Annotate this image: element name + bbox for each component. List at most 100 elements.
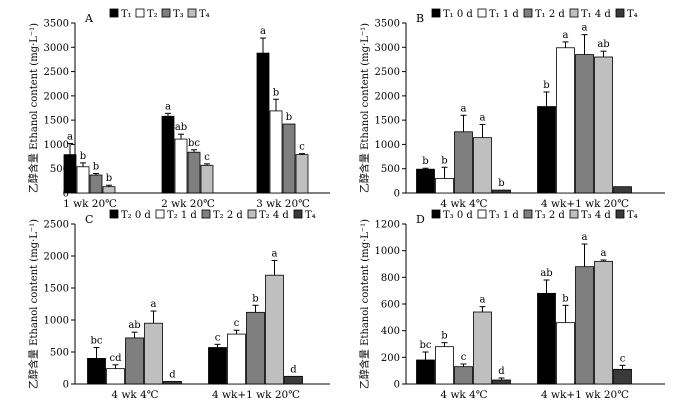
significance-label: d bbox=[169, 369, 176, 380]
significance-label: cd bbox=[109, 353, 122, 364]
significance-label: b bbox=[252, 293, 258, 304]
significance-label: a bbox=[582, 23, 588, 34]
legend-swatch bbox=[293, 209, 303, 219]
bar bbox=[76, 166, 90, 194]
significance-label: c bbox=[461, 352, 467, 363]
legend-swatch bbox=[477, 209, 487, 219]
significance-label: c bbox=[620, 353, 626, 364]
y-tick-label: 1000 bbox=[44, 316, 69, 327]
panel-letter: A bbox=[84, 12, 94, 25]
legend-label: T₄ bbox=[627, 210, 638, 221]
bar bbox=[613, 368, 632, 385]
y-tick-label: 500 bbox=[50, 164, 69, 175]
significance-label: d bbox=[498, 366, 505, 377]
panel-d: 0 200 400 600 800 1000 1200 乙醇含量 Ethanol conten… bbox=[358, 209, 665, 401]
x-category-label: 4 wk 4℃ bbox=[440, 389, 487, 401]
legend-swatch bbox=[431, 8, 441, 18]
y-tick-label: 3500 bbox=[375, 19, 400, 30]
significance-label: a bbox=[151, 299, 157, 310]
bar bbox=[87, 357, 106, 385]
bar bbox=[473, 311, 492, 385]
legend-swatch bbox=[477, 8, 487, 18]
y-tick-label: 3000 bbox=[44, 43, 69, 54]
legend-label: T₂ 0 d bbox=[121, 210, 151, 221]
legend-label: T₃ 4 d bbox=[581, 210, 611, 221]
y-axis-label: 乙醇含量 Ethanol content (mg·L⁻¹) bbox=[358, 23, 371, 193]
significance-label: b bbox=[441, 331, 447, 342]
significance-label: a bbox=[165, 101, 171, 112]
bar bbox=[492, 379, 511, 385]
legend-label: T₂ 1 d bbox=[167, 210, 197, 221]
significance-label: a bbox=[67, 131, 73, 142]
legend-label: T₄ bbox=[305, 210, 316, 221]
y-tick-label: 400 bbox=[381, 326, 400, 337]
legend-swatch bbox=[135, 8, 145, 18]
y-tick-label: 3000 bbox=[375, 43, 400, 54]
legend-swatch bbox=[155, 209, 165, 219]
x-category-label: 3 wk 20℃ bbox=[256, 198, 310, 210]
significance-label: b bbox=[562, 293, 568, 304]
significance-label: c bbox=[204, 152, 210, 163]
legend-swatch bbox=[187, 8, 197, 18]
bar bbox=[144, 322, 163, 385]
bar bbox=[594, 56, 613, 194]
bar bbox=[416, 359, 435, 385]
bar bbox=[295, 154, 309, 194]
panel-c: 0 500 1000 1500 2000 2500 乙醇含量 Ethanol content… bbox=[27, 209, 330, 401]
legend-swatch bbox=[431, 209, 441, 219]
significance-label: ab bbox=[540, 268, 552, 279]
legend-swatch bbox=[523, 209, 533, 219]
significance-label: b bbox=[441, 155, 447, 166]
legend-label: T₁ 2 d bbox=[535, 9, 565, 20]
y-axis-label: 乙醇含量 Ethanol content (mg·L⁻¹) bbox=[27, 219, 40, 389]
significance-label: a bbox=[480, 113, 486, 124]
y-tick-label: 1500 bbox=[44, 284, 69, 295]
panel-letter: C bbox=[85, 213, 93, 226]
significance-label: b bbox=[106, 173, 112, 184]
y-tick-label: 1000 bbox=[375, 140, 400, 151]
significance-label: bc bbox=[419, 340, 431, 351]
bar bbox=[556, 47, 575, 194]
panel-b: 0 500 1000 1500 2000 2500 3000 3500 乙醇含量 Ethanol… bbox=[358, 8, 665, 210]
legend-swatch bbox=[109, 8, 119, 18]
panel-letter: B bbox=[416, 12, 424, 25]
bar bbox=[256, 52, 270, 194]
y-tick-label: 2500 bbox=[44, 67, 69, 78]
y-axis-label: 乙醇含量 Ethanol content (mg·L⁻¹) bbox=[27, 23, 40, 193]
y-tick-label: 2000 bbox=[375, 91, 400, 102]
bar bbox=[63, 154, 77, 194]
y-tick-label: 1500 bbox=[375, 116, 400, 127]
bar bbox=[89, 174, 103, 194]
bar bbox=[187, 151, 201, 194]
x-category-label: 4 wk+1 wk 20℃ bbox=[541, 389, 629, 401]
legend-swatch bbox=[615, 209, 625, 219]
significance-label: bc bbox=[188, 138, 200, 149]
y-tick-label: 3500 bbox=[44, 19, 69, 30]
panel-letter: D bbox=[416, 213, 425, 226]
significance-label: c bbox=[234, 318, 240, 329]
y-tick-label: 1500 bbox=[44, 116, 69, 127]
significance-label: a bbox=[480, 295, 486, 306]
legend-label: T₃ 1 d bbox=[489, 210, 519, 221]
x-category-label: 1 wk 20℃ bbox=[63, 198, 117, 210]
bar bbox=[174, 138, 188, 194]
legend-label: T₄ bbox=[627, 9, 638, 20]
bar bbox=[454, 131, 473, 194]
bar bbox=[556, 322, 575, 385]
legend-label: T₁ 4 d bbox=[581, 9, 611, 20]
significance-label: a bbox=[260, 26, 266, 37]
bar bbox=[163, 381, 182, 385]
bar bbox=[613, 186, 632, 194]
bar bbox=[575, 54, 594, 194]
bar bbox=[416, 168, 435, 194]
legend-label: T₃ 0 d bbox=[443, 210, 473, 221]
bar bbox=[575, 266, 594, 385]
legend-swatch bbox=[109, 209, 119, 219]
significance-label: a bbox=[601, 248, 607, 259]
bar bbox=[246, 311, 265, 385]
significance-label: a bbox=[461, 103, 467, 114]
bar bbox=[208, 347, 227, 385]
legend-swatch bbox=[201, 209, 211, 219]
bar bbox=[265, 274, 284, 385]
